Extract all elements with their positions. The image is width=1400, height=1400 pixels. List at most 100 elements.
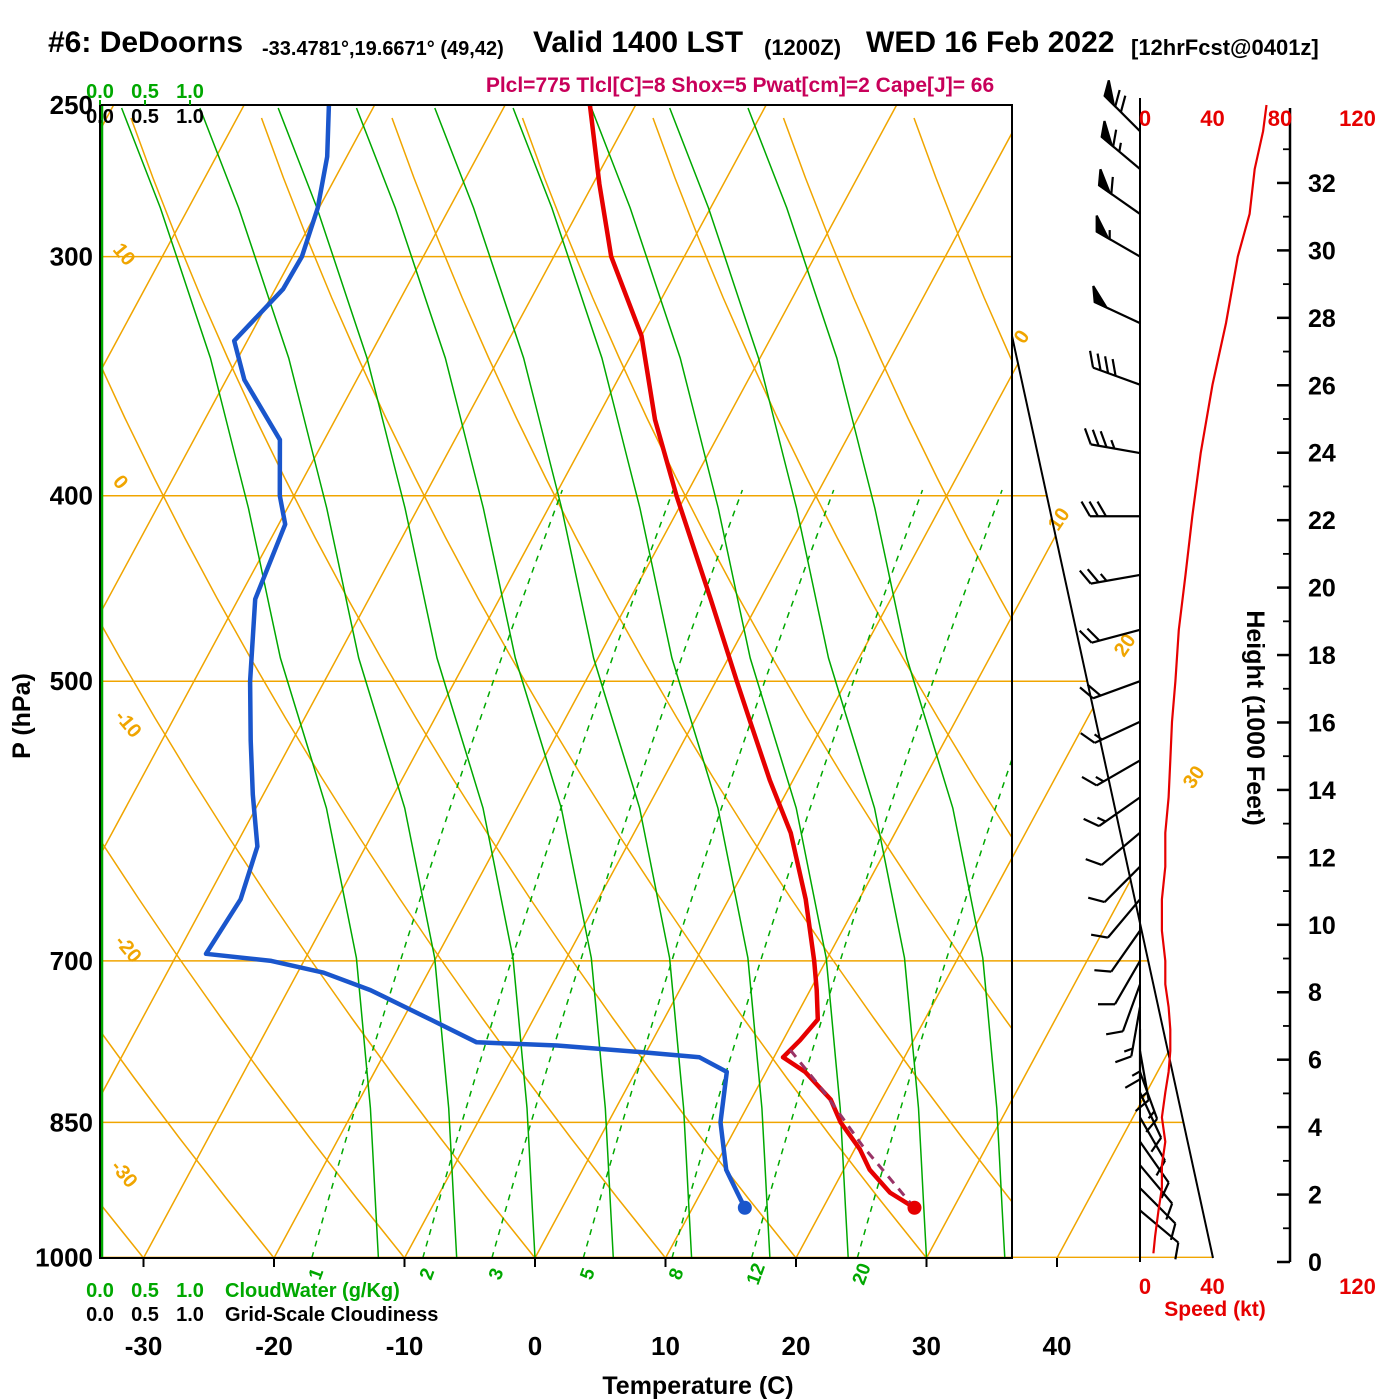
barb-feather [1114, 1055, 1132, 1064]
barb-feather [1094, 969, 1112, 973]
barb-shaft [1110, 930, 1141, 973]
barb-feather [1174, 1242, 1180, 1260]
barb-feather [1099, 430, 1108, 448]
barb-feather [1114, 89, 1121, 107]
moist-adiabat [512, 107, 771, 1258]
mixing-ratio-line [750, 489, 1003, 1258]
isotherm-line [1056, 105, 1213, 1258]
cloudwater-tick-bottom: 0.0 [86, 1280, 114, 1302]
barb-feather [1111, 358, 1117, 377]
moist-adiabat [434, 107, 693, 1258]
height-axis-title: Height (1000 Feet) [1241, 610, 1269, 825]
barb-feather [1090, 933, 1109, 939]
surface-temp-dot [907, 1200, 922, 1215]
valid-date: WED 16 Feb 2022 [866, 26, 1115, 59]
barb-shaft [1139, 1141, 1170, 1184]
height-tick-label: 6 [1308, 1047, 1322, 1075]
dry-adiabat-label: 0 [108, 471, 132, 494]
valid-time: Valid 1400 LST [533, 26, 744, 59]
plot-frame [99, 104, 1013, 1259]
barb-half-feather [1095, 775, 1105, 783]
cloudwater-tick-top: 1.0 [176, 81, 204, 103]
barb-shaft [1107, 898, 1141, 939]
pressure-tick-label: 1000 [35, 1242, 93, 1272]
cloudiness-axis-title: Grid-Scale Cloudiness [225, 1304, 438, 1326]
speed-tick-label-top: 80 [1268, 106, 1292, 131]
cloudiness-tick-bottom: 0.0 [86, 1304, 114, 1326]
pressure-tick-label: 850 [50, 1107, 93, 1137]
mixing-ratio-label: 8 [665, 1266, 688, 1283]
cloudiness-tick-bottom: 0.5 [131, 1304, 159, 1326]
barb-half-feather [1139, 1091, 1149, 1099]
moist-adiabat [747, 107, 1006, 1258]
dry-adiabat [1306, 118, 1400, 1258]
surface-dewpoint-dot [737, 1200, 752, 1215]
barb-feather [1105, 1030, 1124, 1036]
barb-half-feather [1123, 1047, 1134, 1053]
isotherm-line [100, 105, 245, 1258]
barb-half-feather [1099, 573, 1108, 582]
cloudwater-tick-top: 0.0 [86, 81, 114, 103]
barb-feather [1086, 568, 1100, 583]
barb-feather [1080, 732, 1096, 744]
mixing-ratio-label: 2 [416, 1266, 439, 1283]
isotherm-label: 10 [1044, 504, 1075, 535]
mixing-ratio-line [856, 756, 1012, 1258]
barb-feather [1088, 500, 1099, 517]
mixing-ratio-label: 5 [576, 1265, 599, 1283]
barb-half-feather [1131, 1070, 1141, 1077]
height-tick-label: 0 [1308, 1249, 1322, 1277]
barb-shaft [1090, 443, 1141, 455]
temperature-tick-label: 30 [912, 1331, 941, 1361]
moist-adiabat [590, 107, 849, 1258]
pressure-tick-label: 300 [50, 242, 93, 272]
barb-flag [1097, 168, 1113, 196]
barb-feather [1088, 350, 1095, 368]
barb-feather [1145, 1118, 1158, 1133]
height-tick-label: 16 [1308, 709, 1336, 737]
speed-tick-label-bottom: 120 [1339, 1274, 1376, 1299]
temperature-tick-label: 10 [651, 1331, 680, 1361]
zulu-time: (1200Z) [764, 35, 842, 60]
barb-feather [1112, 129, 1118, 147]
barb-shaft [1094, 720, 1141, 744]
barb-flag [1100, 120, 1114, 149]
dry-adiabat-label: -10 [110, 706, 145, 742]
isotherm-line [925, 105, 1213, 1258]
mixing-ratio-label: 20 [849, 1261, 876, 1288]
barb-feather [1150, 1137, 1163, 1153]
height-tick-label: 14 [1308, 777, 1336, 805]
speed-tick-label-top: 40 [1200, 106, 1224, 131]
forecast-hour: [12hrFcst@0401z] [1131, 35, 1319, 60]
barb-half-feather [1147, 1110, 1156, 1119]
mixing-ratio-line [311, 489, 564, 1258]
barb-feather [1083, 817, 1100, 828]
parcel-parameters-line: Plcl=775 Tlcl[C]=8 Shox=5 Pwat[cm]=2 Cap… [485, 74, 995, 97]
mixing-ratio-line [491, 489, 744, 1258]
mixing-ratio-line [582, 489, 835, 1258]
isotherms-grid [100, 105, 1213, 1258]
dry-adiabat-label: 10 [108, 239, 139, 270]
dry-adiabat [913, 117, 1012, 363]
cloudiness-tick-top: 1.0 [176, 106, 204, 128]
speed-tick-label-top: 0 [1139, 106, 1151, 131]
dry-adiabat [100, 1029, 275, 1258]
height-tick-label: 24 [1308, 440, 1336, 468]
barb-feather [1086, 627, 1101, 642]
barb-feather [1169, 1223, 1177, 1241]
cloudwater-axis-title: CloudWater (g/Kg) [225, 1280, 400, 1302]
moist-adiabat [355, 107, 615, 1258]
speed-tick-label-top: 120 [1339, 106, 1376, 131]
barb-feather [1096, 500, 1107, 517]
barb-feather [1096, 353, 1102, 371]
cloudiness-tick-top: 0.0 [86, 106, 114, 128]
barb-shaft [1092, 366, 1141, 386]
height-tick-label: 20 [1308, 575, 1336, 603]
moist-adiabat [120, 107, 380, 1258]
wind-barbs [1078, 80, 1180, 1260]
barb-feather [1160, 1182, 1170, 1199]
dry-adiabat [100, 362, 667, 1258]
dry-adiabat [521, 117, 1012, 1031]
